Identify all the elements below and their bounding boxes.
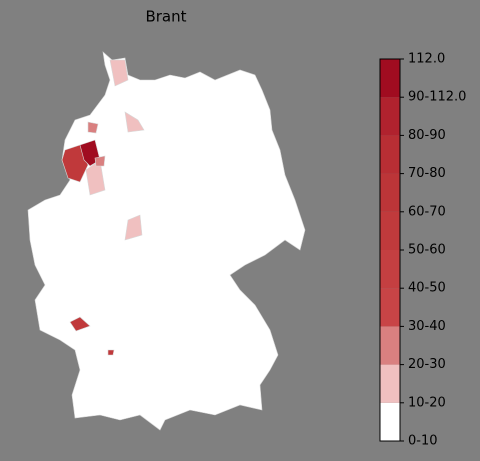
colorbar-label: 10-20 (408, 395, 446, 410)
colorbar: 0-10 10-20 20-30 30-40 40-50 50-60 60-70 70-80 8… (380, 52, 466, 449)
country-outline (27, 51, 306, 431)
region (85, 159, 106, 196)
colorbar-label: 40-50 (408, 281, 446, 296)
colorbar-segment (380, 211, 400, 250)
colorbar-label: 90-112.0 (408, 90, 466, 105)
colorbar-segment (380, 288, 400, 327)
map-title: Brant (145, 8, 186, 26)
region (124, 111, 145, 133)
region (94, 155, 106, 167)
region (69, 316, 91, 332)
germany-map (27, 51, 306, 431)
colorbar-label: 60-70 (408, 204, 446, 219)
colorbar-label: 50-60 (408, 243, 446, 258)
colorbar-label: 112.0 (408, 52, 445, 67)
region (124, 214, 143, 241)
colorbar-frame (379, 58, 401, 442)
colorbar-segment (380, 364, 400, 403)
colorbar-segment (380, 97, 400, 136)
colorbar-segment (380, 135, 400, 174)
colorbar-segment (380, 402, 400, 441)
colorbar-label: 70-80 (408, 166, 446, 181)
region (109, 59, 129, 87)
colorbar-label: 20-30 (408, 357, 446, 372)
colorbar-label: 80-90 (408, 128, 446, 143)
colorbar-segment (380, 59, 400, 98)
colorbar-label: 30-40 (408, 319, 446, 334)
colorbar-segment (380, 326, 400, 365)
colorbar-label: 0-10 (408, 434, 438, 449)
colorbar-segment (380, 173, 400, 212)
region (107, 349, 115, 356)
colorbar-segment (380, 250, 400, 289)
region (87, 121, 99, 134)
